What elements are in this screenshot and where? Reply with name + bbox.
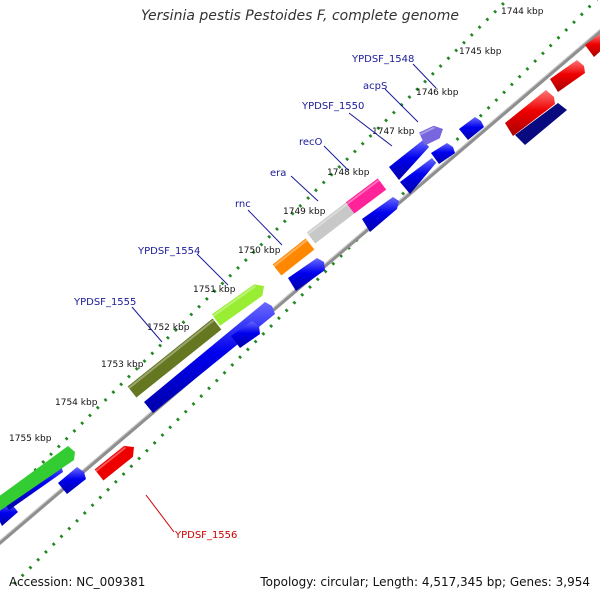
tick-labels: 1744 kbp 1745 kbp 1746 kbp 1747 kbp 1748 kbp… <box>9 7 544 444</box>
gene-label[interactable]: era <box>270 168 286 179</box>
gene-label-leader <box>196 253 229 286</box>
gene-arrow[interactable] <box>144 302 275 413</box>
gene-arrow[interactable] <box>389 140 429 180</box>
feature-green-gene[interactable] <box>0 446 75 512</box>
tick-label: 1755 kbp <box>9 434 52 444</box>
gene-arrow[interactable] <box>400 158 436 194</box>
tick-label: 1749 kbp <box>283 207 326 217</box>
gene-label-leader <box>323 145 349 171</box>
tick-label: 1745 kbp <box>459 47 502 57</box>
gene-arrow[interactable] <box>362 197 399 232</box>
gene-label-leader <box>348 112 393 147</box>
feature-ypdsf-1548[interactable] <box>418 125 443 146</box>
gene-label[interactable]: YPDSF_1555 <box>73 297 136 308</box>
gene-arrow[interactable] <box>58 467 86 494</box>
gene-label-leader <box>247 209 283 246</box>
tick-label: 1748 kbp <box>327 168 370 178</box>
gene-label[interactable]: YPDSF_1550 <box>301 101 364 112</box>
gene-label[interactable]: acpS <box>363 81 387 92</box>
gene-arrow-red[interactable] <box>550 60 585 92</box>
gene-arrow[interactable] <box>288 258 325 291</box>
feature-highlight <box>346 179 380 205</box>
gene-label[interactable]: YPDSF_1548 <box>351 54 414 65</box>
gene-arrow[interactable] <box>459 117 484 140</box>
genome-summary-text: Topology: circular; Length: 4,517,345 bp… <box>260 575 590 589</box>
gene-label-leader <box>131 306 163 343</box>
gene-arrow[interactable] <box>231 321 260 348</box>
tick-label: 1753 kbp <box>101 360 144 370</box>
gene-arrow-red[interactable] <box>505 90 555 136</box>
feature-rnc[interactable] <box>272 238 315 276</box>
gene-label[interactable]: recO <box>299 137 323 148</box>
feature-highlight <box>419 126 435 136</box>
gene-label-leader <box>290 175 319 202</box>
gene-label[interactable]: YPDSF_1554 <box>137 246 200 257</box>
red-genes <box>505 34 600 136</box>
tick-label: 1752 kbp <box>147 323 190 333</box>
gene-label-leader <box>412 63 437 89</box>
gene-arrow[interactable] <box>515 103 567 145</box>
tick-label: 1754 kbp <box>55 398 98 408</box>
gene-arrow[interactable] <box>431 143 455 164</box>
accession-text: Accession: NC_009381 <box>9 575 146 589</box>
tick-label: 1746 kbp <box>416 88 459 98</box>
feature-ypdsf-1556[interactable] <box>94 445 134 481</box>
feature-highlight <box>307 203 348 235</box>
feature-highlight <box>128 319 215 389</box>
feature-reco[interactable] <box>306 202 355 244</box>
gene-arrow[interactable] <box>0 502 18 526</box>
feature-highlight <box>95 446 127 472</box>
feature-ypdsf-1550[interactable] <box>345 178 387 214</box>
tick-track-upper <box>0 0 509 508</box>
tick-label: 1747 kbp <box>372 127 415 137</box>
map-title: Yersinia pestis Pestoides F, complete ge… <box>141 8 459 24</box>
gene-labels: YPDSF_1548 acpS YPDSF_1550 recO era rnc YPDSF_… <box>73 54 437 541</box>
tick-label: 1750 kbp <box>238 246 281 256</box>
feature-ypdsf-1555[interactable] <box>127 318 222 398</box>
feature-ypdsf-1554[interactable] <box>211 284 264 326</box>
tick-track-lower <box>12 0 599 586</box>
gene-label-leader <box>384 88 419 123</box>
tick-label: 1751 kbp <box>193 285 236 295</box>
tick-track <box>0 0 599 586</box>
tick-label: 1744 kbp <box>501 7 544 17</box>
feature-layer <box>0 125 443 512</box>
gene-label-leader <box>145 494 175 533</box>
default-genes <box>0 103 567 526</box>
gene-label[interactable]: rnc <box>235 199 251 210</box>
feature-highlight <box>212 285 256 317</box>
gene-label[interactable]: YPDSF_1556 <box>174 530 237 541</box>
feature-highlight <box>273 239 308 267</box>
gene-arrow-red[interactable] <box>585 34 600 57</box>
